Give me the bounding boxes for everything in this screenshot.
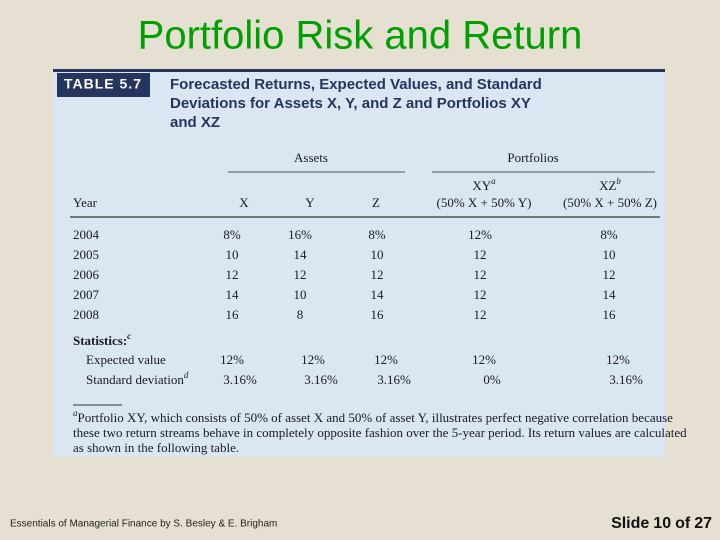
slide-title: Portfolio Risk and Return — [138, 14, 583, 58]
column-header: XYa — [472, 176, 496, 193]
cell: 16 — [371, 307, 385, 322]
cell: 12% — [468, 227, 492, 242]
table-label: TABLE 5.7 — [64, 76, 142, 92]
table-caption: and XZ — [170, 114, 220, 131]
cell: 8% — [600, 227, 618, 242]
column-header: X — [239, 195, 249, 210]
column-header: Y — [305, 195, 315, 210]
column-name: XZ — [599, 178, 616, 193]
statistic-value: 12% — [472, 352, 496, 367]
cell: 14 — [294, 247, 308, 262]
cell: 8 — [297, 307, 304, 322]
footnote-text: as shown in the following table. — [73, 440, 239, 455]
group-header: Assets — [294, 150, 328, 165]
table-caption: Deviations for Assets X, Y, and Z and Po… — [170, 95, 531, 112]
statistic-value: 12% — [301, 352, 325, 367]
column-name: XY — [472, 178, 491, 193]
table-panel — [53, 70, 665, 457]
column-detail: (50% X + 50% Y) — [437, 195, 532, 210]
superscript: a — [73, 408, 78, 418]
statistics-text: Statistics: — [73, 333, 127, 348]
statistic-value: 12% — [374, 352, 398, 367]
cell: 10 — [371, 247, 384, 262]
cell: 12 — [226, 267, 239, 282]
group-header: Portfolios — [507, 150, 558, 165]
slide-of: of — [675, 515, 691, 532]
row-year: 2008 — [73, 307, 99, 322]
cell: 14 — [226, 287, 240, 302]
footnote-line: aPortfolio XY, which consists of 50% of … — [73, 408, 673, 425]
cell: 12 — [294, 267, 307, 282]
cell: 14 — [603, 287, 617, 302]
table-caption: Forecasted Returns, Expected Values, and… — [170, 76, 542, 93]
row-year: 2005 — [73, 247, 99, 262]
cell: 12 — [474, 307, 487, 322]
cell: 16% — [288, 227, 312, 242]
column-header: Year — [73, 195, 98, 210]
statistics-label: Statistics:c — [73, 331, 131, 348]
cell: 10 — [294, 287, 307, 302]
cell: 12 — [603, 267, 616, 282]
statistic-value: 12% — [220, 352, 244, 367]
cell: 8% — [368, 227, 386, 242]
row-year: 2007 — [73, 287, 100, 302]
footer-source: Essentials of Managerial Finance by S. B… — [10, 519, 277, 530]
column-header: XZb — [599, 176, 621, 193]
footnote-text: these two return streams behave in compl… — [73, 425, 687, 440]
cell: 16 — [603, 307, 617, 322]
column-header: Z — [372, 195, 380, 210]
statistic-value: 12% — [606, 352, 630, 367]
cell: 12 — [371, 267, 384, 282]
cell: 10 — [603, 247, 616, 262]
cell: 8% — [223, 227, 241, 242]
cell: 12 — [474, 267, 487, 282]
cell: 10 — [226, 247, 239, 262]
cell: 14 — [371, 287, 385, 302]
statistic-label: Standard deviationd — [86, 370, 189, 387]
superscript: c — [127, 331, 131, 341]
column-detail: (50% X + 50% Z) — [563, 195, 657, 210]
slide-slide: Slide — [611, 515, 649, 532]
superscript: d — [184, 370, 189, 380]
superscript: b — [616, 176, 621, 186]
footnote-text: Portfolio XY, which consists of 50% of a… — [78, 410, 674, 425]
statistic-name: Standard deviation — [86, 372, 184, 387]
slide-total: 27 — [694, 515, 712, 532]
slide-counter: Slide 10 of 27 — [611, 515, 712, 532]
cell: 12 — [474, 247, 487, 262]
statistic-value: 0% — [483, 372, 501, 387]
statistic-value: 3.16% — [304, 372, 338, 387]
superscript: a — [491, 176, 496, 186]
cell: 12 — [474, 287, 487, 302]
statistic-label: Expected value — [86, 352, 166, 367]
statistic-value: 3.16% — [223, 372, 257, 387]
statistic-name: Expected value — [86, 352, 166, 367]
cell: 16 — [226, 307, 240, 322]
footnote-line: as shown in the following table. — [73, 440, 239, 455]
footnote-line: these two return streams behave in compl… — [73, 425, 687, 440]
table-top-rule — [53, 69, 665, 72]
row-year: 2006 — [73, 267, 100, 282]
row-year: 2004 — [73, 227, 100, 242]
table-label-box — [57, 73, 150, 97]
statistic-value: 3.16% — [377, 372, 411, 387]
slide-number: 10 — [653, 515, 671, 532]
statistic-value: 3.16% — [609, 372, 643, 387]
